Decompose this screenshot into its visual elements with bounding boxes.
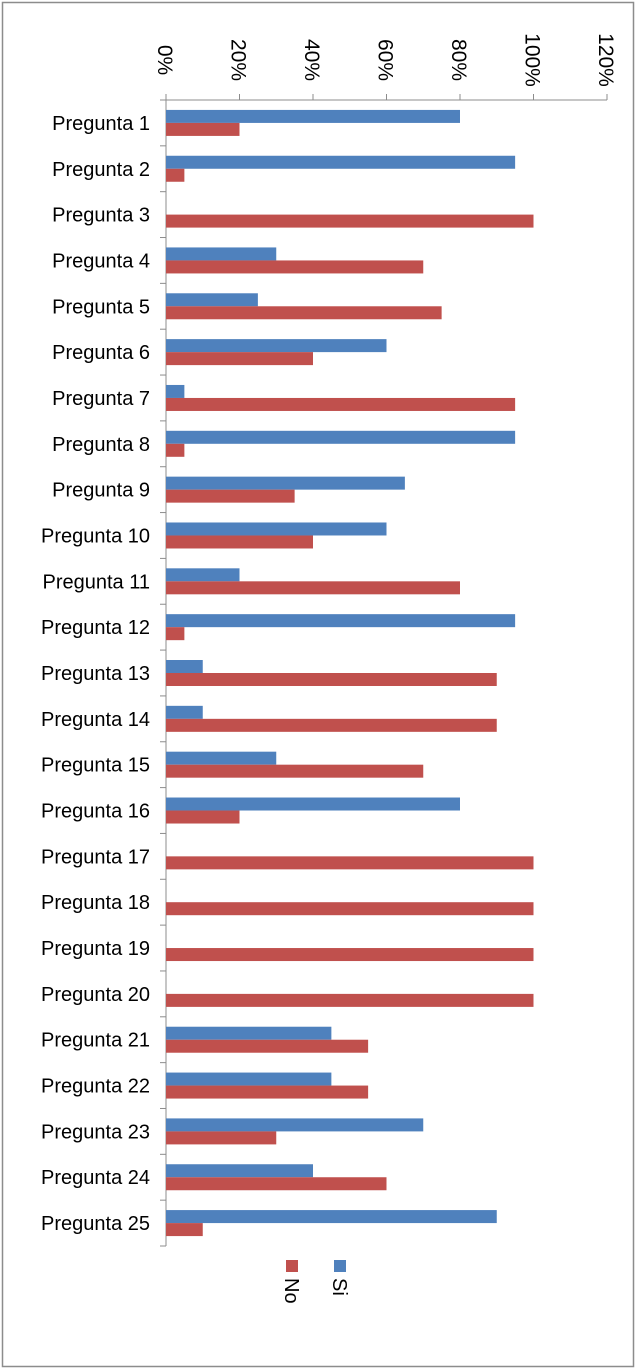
category-label: Pregunta 22	[41, 1076, 150, 1098]
bar-no	[166, 993, 534, 1007]
bar-si	[166, 1118, 424, 1132]
bar-si	[166, 476, 405, 490]
bar-si	[166, 293, 258, 307]
value-tick-label: 40%	[300, 39, 323, 81]
category-label: Pregunta 1	[52, 113, 150, 135]
category-label: Pregunta 14	[41, 709, 150, 731]
category-label: Pregunta 25	[41, 1213, 150, 1235]
bar-si	[166, 705, 203, 719]
bar-no	[166, 673, 497, 686]
bar-si	[166, 430, 516, 444]
bar-no	[166, 168, 185, 182]
value-tick-label: 60%	[374, 39, 397, 81]
category-label: Pregunta 11	[43, 571, 151, 593]
bar-no	[166, 214, 534, 228]
category-label: Pregunta 23	[41, 1121, 150, 1143]
bar-no	[166, 718, 497, 732]
bar-si	[166, 797, 460, 811]
bar-no	[166, 948, 534, 962]
bar-si	[166, 1164, 313, 1178]
category-label: Pregunta 10	[41, 525, 150, 547]
bar-si	[166, 614, 516, 628]
bar-si	[166, 1210, 497, 1224]
bar-si	[166, 109, 460, 123]
category-label: Pregunta 2	[52, 159, 150, 181]
category-label: Pregunta 12	[41, 617, 150, 639]
bar-no	[166, 306, 442, 320]
legend-swatch-si	[334, 1260, 346, 1272]
bar-si	[166, 522, 387, 536]
bar-si	[166, 247, 277, 261]
category-label: Pregunta 6	[52, 342, 150, 364]
bar-no	[166, 902, 534, 916]
bar-si	[166, 1072, 332, 1086]
category-label: Pregunta 16	[41, 801, 150, 823]
bar-no	[166, 397, 516, 411]
category-label: Pregunta 17	[41, 846, 150, 868]
bar-si	[166, 1026, 332, 1040]
legend-label-si: Si	[328, 1278, 350, 1296]
bar-si	[166, 384, 185, 398]
category-label: Pregunta 7	[52, 388, 150, 410]
category-label: Pregunta 9	[52, 480, 150, 502]
category-label: Pregunta 5	[52, 296, 150, 318]
value-tick-label: 0%	[153, 45, 176, 75]
bar-no	[166, 1039, 369, 1053]
bar-no	[166, 856, 534, 870]
category-label: Pregunta 19	[41, 938, 150, 960]
legend-label-no: No	[280, 1278, 302, 1304]
value-tick-label: 20%	[227, 39, 250, 81]
category-label: Pregunta 21	[41, 1030, 150, 1052]
bar-si	[166, 568, 240, 582]
bar-no	[166, 443, 185, 457]
bar-no	[166, 1223, 203, 1237]
bar-si	[166, 155, 516, 169]
category-label: Pregunta 24	[41, 1167, 150, 1189]
value-tick-label: 100%	[521, 33, 544, 87]
value-tick-label: 80%	[447, 39, 470, 81]
bar-no	[166, 260, 424, 274]
category-label: Pregunta 20	[41, 984, 150, 1006]
bar-si	[166, 660, 203, 673]
category-label: Pregunta 4	[52, 250, 150, 272]
bar-no	[166, 581, 460, 595]
bar-no	[166, 810, 240, 824]
bar-no	[166, 352, 313, 366]
bar-no	[166, 122, 240, 136]
category-label: Pregunta 13	[41, 663, 150, 685]
category-label: Pregunta 15	[41, 755, 150, 777]
bar-no	[166, 1085, 369, 1099]
legend-swatch-no	[286, 1260, 298, 1272]
bar-no	[166, 627, 185, 641]
category-label: Pregunta 3	[52, 205, 150, 227]
bar-no	[166, 1177, 387, 1191]
category-label: Pregunta 8	[52, 434, 150, 456]
legend: No Si	[280, 1260, 350, 1304]
bar-no	[166, 535, 313, 549]
bar-no	[166, 764, 424, 778]
bar-si	[166, 751, 277, 765]
value-tick-label: 120%	[594, 33, 617, 87]
bar-si	[166, 339, 387, 353]
bar-no	[166, 1131, 277, 1145]
plot-area: 0% 20% 40% 60% 80% 100% 120% Pregunta 1 Pregunta…	[41, 33, 617, 1247]
category-label: Pregunta 18	[41, 892, 150, 914]
bar-no	[166, 489, 295, 503]
